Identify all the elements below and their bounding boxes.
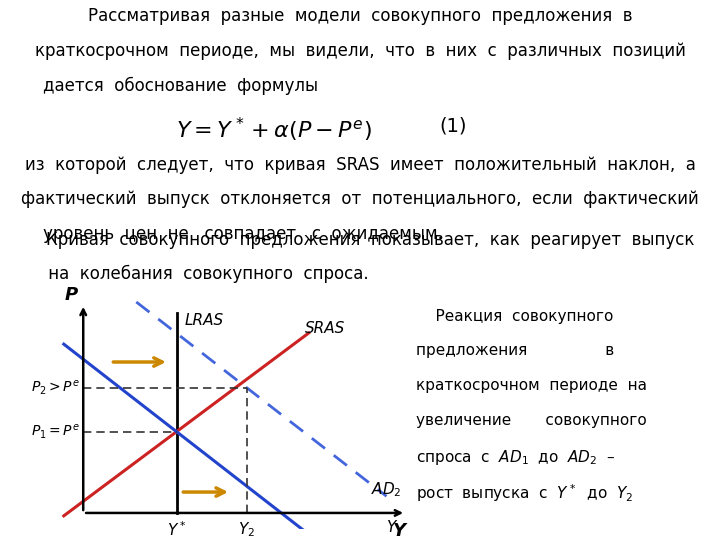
Text: из  которой  следует,  что  кривая  SRAS  имеет  положительный  наклон,  а: из которой следует, что кривая SRAS имее… (24, 156, 696, 173)
Text: $P_1 = P^e$: $P_1 = P^e$ (30, 422, 79, 441)
Text: (1): (1) (440, 116, 467, 135)
Text: уровень  цен  не   совпадает   с  ожидаемым.: уровень цен не совпадает с ожидаемым. (43, 225, 443, 243)
Text: $Y = Y^* + \alpha(P - P^e)$: $Y = Y^* + \alpha(P - P^e)$ (176, 116, 372, 144)
Text: Реакция  совокупного: Реакция совокупного (416, 309, 614, 323)
Text: спроса  с  $AD_1$  до  $AD_2$  –: спроса с $AD_1$ до $AD_2$ – (416, 448, 616, 467)
Text: $Y^*$: $Y^*$ (167, 520, 186, 538)
Text: на  колебания  совокупного  спроса.: на колебания совокупного спроса. (43, 265, 369, 283)
Text: увеличение       совокупного: увеличение совокупного (416, 413, 647, 428)
Text: краткосрочном  периоде  на: краткосрочном периоде на (416, 378, 647, 393)
Text: Y: Y (386, 520, 395, 535)
Text: Кривая  совокупного  предложения  показывает,  как  реагирует  выпуск: Кривая совокупного предложения показывае… (25, 231, 695, 248)
Text: фактический  выпуск  отклоняется  от  потенциального,  если  фактический: фактический выпуск отклоняется от потенц… (21, 191, 699, 208)
Text: SRAS: SRAS (305, 321, 345, 336)
Text: $P_2 > P^e$: $P_2 > P^e$ (30, 379, 79, 397)
Text: $Y_2$: $Y_2$ (238, 520, 255, 538)
Text: Y: Y (393, 522, 406, 540)
Text: дается  обоснование  формулы: дается обоснование формулы (43, 77, 318, 95)
Text: Рассматривая  разные  модели  совокупного  предложения  в: Рассматривая разные модели совокупного п… (88, 7, 632, 25)
Text: LRAS: LRAS (184, 313, 223, 328)
Text: P: P (65, 286, 78, 304)
Text: рост  выпуска  с  $Y^*$  до  $Y_2$: рост выпуска с $Y^*$ до $Y_2$ (416, 483, 634, 504)
Text: предложения                в: предложения в (416, 343, 615, 359)
Text: $AD_2$: $AD_2$ (371, 481, 402, 499)
Text: краткосрочном  периоде,  мы  видели,  что  в  них  с  различных  позиций: краткосрочном периоде, мы видели, что в … (35, 42, 685, 60)
